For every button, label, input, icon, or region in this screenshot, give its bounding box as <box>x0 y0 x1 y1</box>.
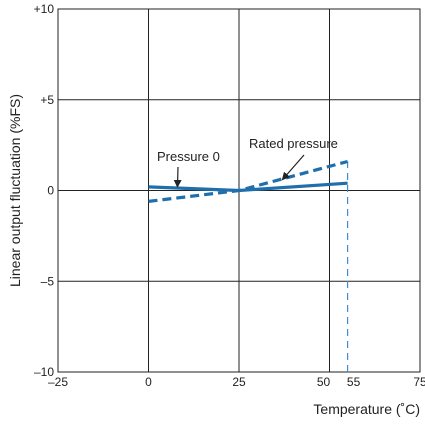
x-axis-title: Temperature (˚C) <box>313 401 420 417</box>
annotations: Pressure 0 Rated pressure <box>157 136 338 188</box>
x-tick-label: –25 <box>48 375 68 389</box>
annotation-arrow <box>173 166 182 188</box>
annotation-label: Pressure 0 <box>157 149 220 164</box>
plot-frame <box>57 8 421 373</box>
y-tick-label: 0 <box>47 184 54 198</box>
x-tick-label: 75 <box>413 375 425 389</box>
y-axis-title: Linear output fluctuation (%FS) <box>7 94 23 287</box>
x-tick-label: 25 <box>232 375 246 389</box>
x-axis-ticks: –25 0 25 50 55 75 <box>48 375 425 389</box>
annotation-label: Rated pressure <box>249 136 338 151</box>
y-tick-label: +5 <box>40 93 54 107</box>
x-tick-label: 55 <box>347 375 361 389</box>
x-tick-label: 0 <box>145 375 152 389</box>
y-tick-label: +10 <box>34 2 55 16</box>
y-tick-label: –10 <box>34 365 54 379</box>
series-line-2 <box>148 159 349 203</box>
series-group <box>148 159 349 203</box>
annotation-arrow <box>281 154 305 181</box>
y-tick-label: –5 <box>41 274 55 288</box>
x-tick-label: 50 <box>317 375 331 389</box>
y-axis-ticks: +10 +5 0 –5 –10 <box>34 2 55 379</box>
